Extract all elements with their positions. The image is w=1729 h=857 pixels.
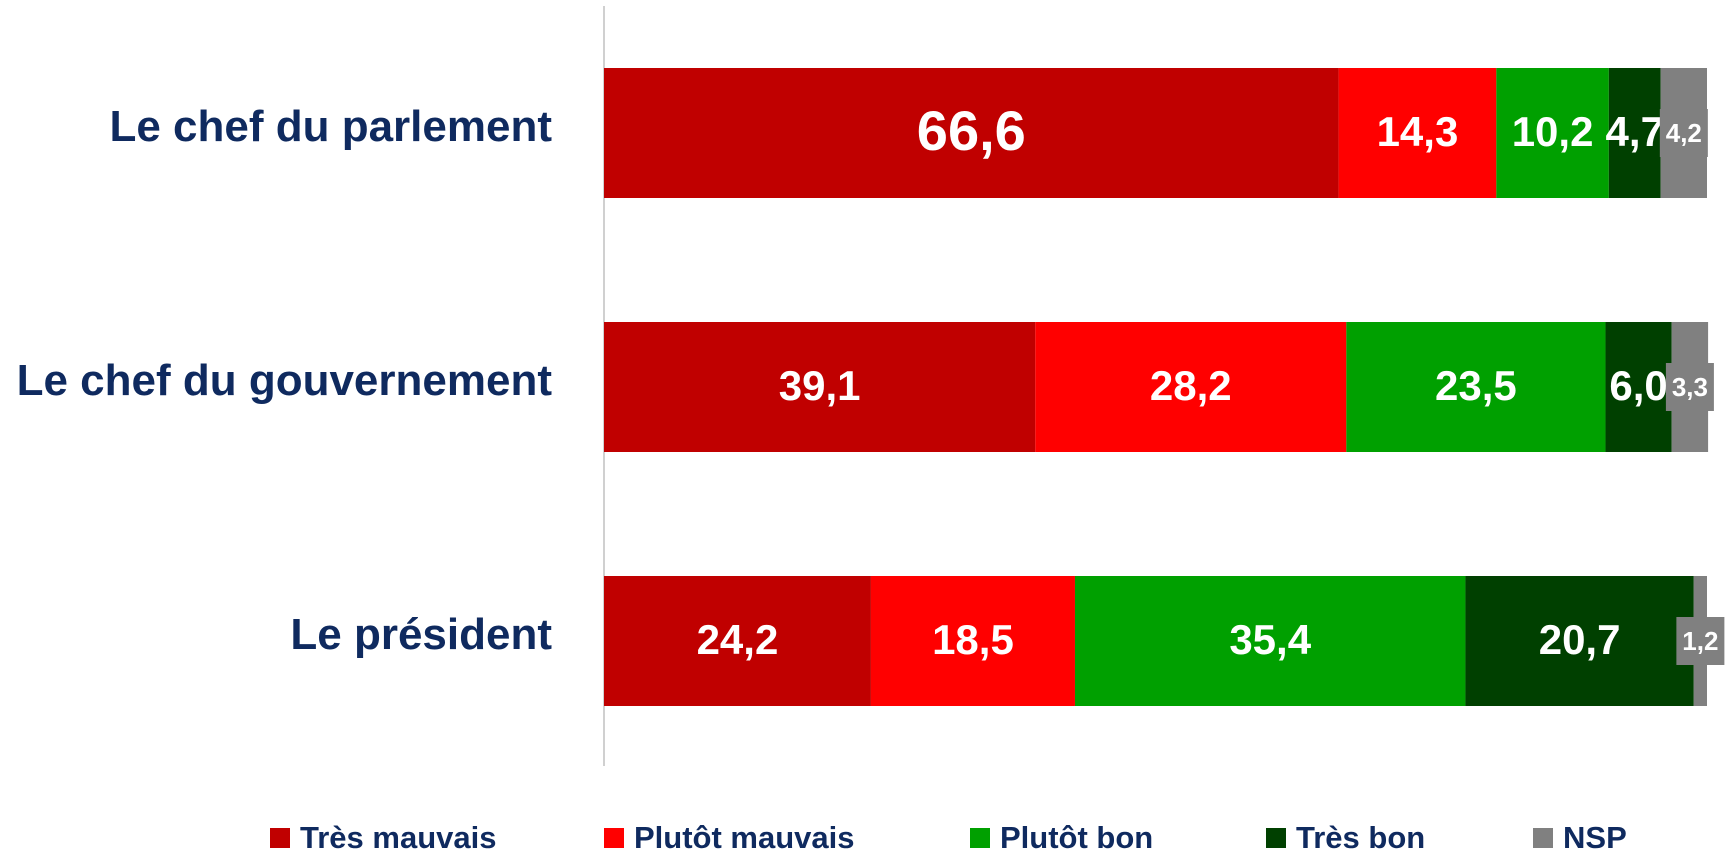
legend-swatch: [1266, 828, 1286, 848]
data-label: 66,6: [917, 99, 1026, 162]
category-label: Le président: [290, 610, 552, 659]
data-label: 4,2: [1666, 118, 1702, 148]
data-label: 23,5: [1435, 362, 1517, 409]
legend-swatch: [270, 828, 290, 848]
data-label: 28,2: [1150, 362, 1232, 409]
category-label: Le chef du parlement: [109, 102, 552, 151]
data-label: 24,2: [697, 616, 779, 663]
legend-swatch: [1533, 828, 1553, 848]
legend-swatch: [970, 828, 990, 848]
legend-label: Plutôt bon: [1000, 820, 1153, 855]
bar-segment: [604, 68, 1339, 198]
legend-swatch: [604, 828, 624, 848]
legend-label: Très bon: [1296, 820, 1425, 855]
bar-segment: [604, 576, 871, 706]
category-label: Le chef du gouvernement: [16, 356, 552, 405]
bar-segment: [870, 576, 1075, 706]
legend-label: Très mauvais: [300, 820, 496, 855]
bar-segment: [604, 322, 1036, 452]
bar-segment: [1074, 576, 1466, 706]
data-label: 3,3: [1672, 372, 1708, 402]
bar-segment: [1605, 322, 1672, 452]
legend-label: NSP: [1563, 820, 1627, 855]
data-label: 39,1: [779, 362, 861, 409]
bar-segment: [1465, 576, 1694, 706]
bar-segment: [1346, 322, 1606, 452]
data-label: 14,3: [1377, 108, 1459, 155]
legend-label: Plutôt mauvais: [634, 820, 855, 855]
data-label: 4,7: [1606, 108, 1664, 155]
label-box: [1665, 363, 1714, 411]
data-label: 1,2: [1682, 626, 1718, 656]
bar-segment: [1338, 68, 1497, 198]
data-label: 35,4: [1229, 616, 1311, 663]
data-label: 18,5: [932, 616, 1014, 663]
bar-segment: [1608, 68, 1661, 198]
label-box: [1659, 109, 1708, 157]
data-label: 20,7: [1539, 616, 1621, 663]
label-box: [1676, 617, 1725, 665]
bar-segment: [1035, 322, 1347, 452]
data-label: 6,0: [1609, 362, 1667, 409]
bar-segment: [1496, 68, 1609, 198]
data-label: 10,2: [1512, 108, 1594, 155]
